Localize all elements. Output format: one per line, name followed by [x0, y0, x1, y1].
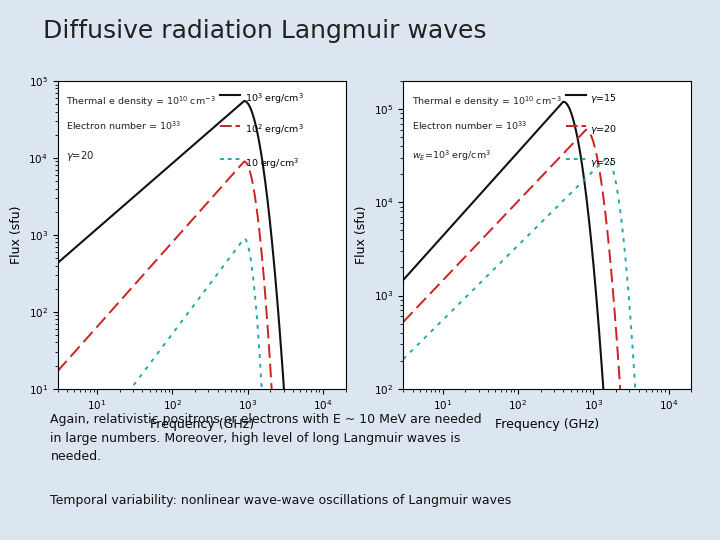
Text: $\gamma$=15: $\gamma$=15: [590, 92, 617, 105]
Text: Temporal variability: nonlinear wave-wave oscillations of Langmuir waves: Temporal variability: nonlinear wave-wav…: [50, 494, 512, 507]
X-axis label: Frequency (GHz): Frequency (GHz): [150, 418, 253, 431]
Text: $\gamma$=20: $\gamma$=20: [590, 123, 618, 136]
Text: $10^3$ erg/cm$^3$: $10^3$ erg/cm$^3$: [245, 92, 304, 106]
X-axis label: Frequency (GHz): Frequency (GHz): [495, 418, 599, 431]
Y-axis label: Flux (sfu): Flux (sfu): [356, 206, 369, 264]
Text: Thermal e density = $10^{10}$ cm$^{-3}$: Thermal e density = $10^{10}$ cm$^{-3}$: [412, 95, 562, 110]
Text: Electron number = $10^{33}$: Electron number = $10^{33}$: [412, 119, 527, 132]
Text: Thermal e density = $10^{10}$ cm$^{-3}$: Thermal e density = $10^{10}$ cm$^{-3}$: [66, 95, 216, 110]
Text: $10^2$ erg/cm$^3$: $10^2$ erg/cm$^3$: [245, 123, 304, 137]
Text: $\gamma$=25: $\gamma$=25: [590, 157, 617, 170]
Text: $\gamma$=20: $\gamma$=20: [66, 148, 95, 163]
Text: Electron number = $10^{33}$: Electron number = $10^{33}$: [66, 119, 181, 132]
Text: 10 erg/cm$^3$: 10 erg/cm$^3$: [245, 157, 299, 171]
Text: Again, relativistic positrons or electrons with E ~ 10 MeV are needed
in large n: Again, relativistic positrons or electro…: [50, 413, 482, 463]
Text: Diffusive radiation Langmuir waves: Diffusive radiation Langmuir waves: [43, 19, 487, 43]
Y-axis label: Flux (sfu): Flux (sfu): [10, 206, 23, 264]
Text: $w_E$=$10^3$ erg/cm$^3$: $w_E$=$10^3$ erg/cm$^3$: [412, 148, 491, 163]
